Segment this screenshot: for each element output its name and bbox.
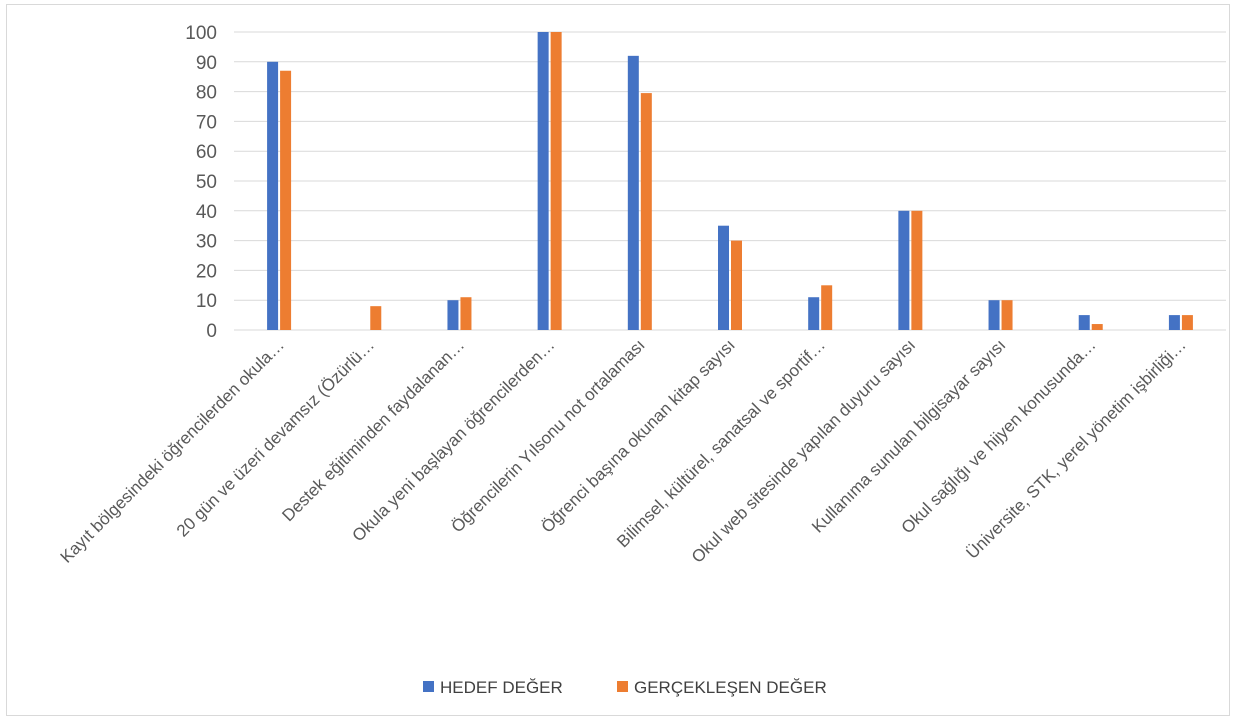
legend-label-gerceklesen: GERÇEKLEŞEN DEĞER <box>634 678 827 697</box>
bar-gerceklesen-7 <box>911 210 923 330</box>
legend-swatch-hedef <box>423 681 434 692</box>
bar-gerceklesen-8 <box>1001 300 1013 330</box>
bars <box>267 32 1193 331</box>
y-tick-label: 80 <box>196 83 217 104</box>
bar-gerceklesen-6 <box>821 285 833 330</box>
legend-swatch-gerceklesen <box>617 681 628 692</box>
y-tick-label: 90 <box>196 53 217 74</box>
gridlines <box>234 31 1226 331</box>
y-tick-label: 60 <box>196 142 217 163</box>
bar-gerceklesen-3 <box>550 32 562 330</box>
x-axis-category-labels: Kayıt bölgesindeki öğrencilerden okula…2… <box>57 335 1190 566</box>
x-category-label: Öğrenci başına okunan kitap sayısı <box>538 335 739 536</box>
x-category-label: 20 gün ve üzeri devamsız (Özürlü… <box>173 335 378 540</box>
bar-hedef-6 <box>808 297 820 330</box>
bar-hedef-3 <box>537 32 549 330</box>
x-category-label: Öğrencilerin Yılsonu not ortalaması <box>448 335 649 536</box>
chart-area: 0 10 20 30 40 50 60 70 80 90 100 Kayıt bölgesindek… <box>6 4 1230 716</box>
bar-gerceklesen-0 <box>280 70 292 331</box>
bar-hedef-0 <box>267 61 279 331</box>
bar-gerceklesen-2 <box>460 297 472 330</box>
bar-hedef-2 <box>447 300 459 330</box>
x-category-label: Okul sağlığı ve hijyen konusunda… <box>898 335 1100 537</box>
y-tick-label: 50 <box>196 172 217 193</box>
bar-gerceklesen-10 <box>1181 315 1193 330</box>
y-tick-label: 20 <box>196 261 217 282</box>
bar-hedef-10 <box>1168 315 1180 330</box>
y-tick-label: 100 <box>185 23 217 44</box>
bar-gerceklesen-5 <box>731 240 742 330</box>
y-tick-label: 30 <box>196 232 217 253</box>
y-tick-label: 70 <box>196 112 217 133</box>
bar-gerceklesen-4 <box>640 93 652 330</box>
bar-gerceklesen-1 <box>370 306 382 330</box>
legend: HEDEF DEĞER GERÇEKLEŞEN DEĞER <box>423 678 827 697</box>
bar-gerceklesen-9 <box>1091 324 1103 330</box>
x-category-label: Okula yeni başlayan öğrencilerden… <box>349 335 559 545</box>
bar-hedef-4 <box>627 55 639 331</box>
bar-hedef-8 <box>988 300 1000 330</box>
bar-hedef-7 <box>898 210 910 330</box>
x-category-label: Kullanıma sunulan bilgisayar sayısı <box>808 335 1009 536</box>
y-tick-label: 0 <box>206 321 217 342</box>
bar-hedef-9 <box>1078 315 1090 330</box>
bar-chart: 0 10 20 30 40 50 60 70 80 90 100 Kayıt bölgesindek… <box>57 23 1226 697</box>
x-category-label: Destek eğitiminden faydalanan… <box>278 335 468 525</box>
y-axis-tick-labels: 0 10 20 30 40 50 60 70 80 90 100 <box>185 23 217 342</box>
y-tick-label: 40 <box>196 202 217 223</box>
bar-hedef-5 <box>718 225 729 330</box>
legend-label-hedef: HEDEF DEĞER <box>440 678 563 697</box>
y-tick-label: 10 <box>196 291 217 312</box>
